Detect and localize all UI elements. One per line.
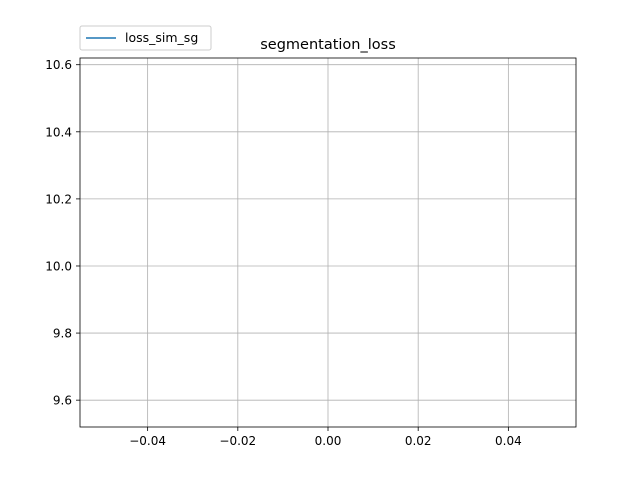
x-axis: −0.04 −0.02 0.00 0.02 0.04: [129, 427, 522, 448]
plot-area: [79, 57, 577, 428]
chart-title: segmentation_loss: [260, 37, 396, 53]
x-tick-label: −0.04: [129, 434, 166, 448]
y-tick-label: 10.6: [45, 58, 72, 72]
y-tick-label: 10.2: [45, 192, 72, 206]
x-tick-label: −0.02: [219, 434, 256, 448]
x-tick-label: 0.00: [315, 434, 342, 448]
legend-box: [79, 25, 212, 51]
y-tick-label: 10.0: [45, 259, 72, 273]
legend-label: loss_sim_sg: [125, 30, 198, 45]
legend[interactable]: loss_sim_sg: [79, 25, 212, 51]
x-tick-label: 0.04: [495, 434, 522, 448]
y-axis: 9.6 9.8 10.0 10.2 10.4 10.6: [45, 58, 80, 408]
x-tick-label: 0.02: [405, 434, 432, 448]
y-tick-label: 9.8: [53, 327, 72, 341]
y-tick-label: 10.4: [45, 125, 72, 139]
y-tick-label: 9.6: [53, 394, 72, 408]
grid: [80, 58, 576, 427]
